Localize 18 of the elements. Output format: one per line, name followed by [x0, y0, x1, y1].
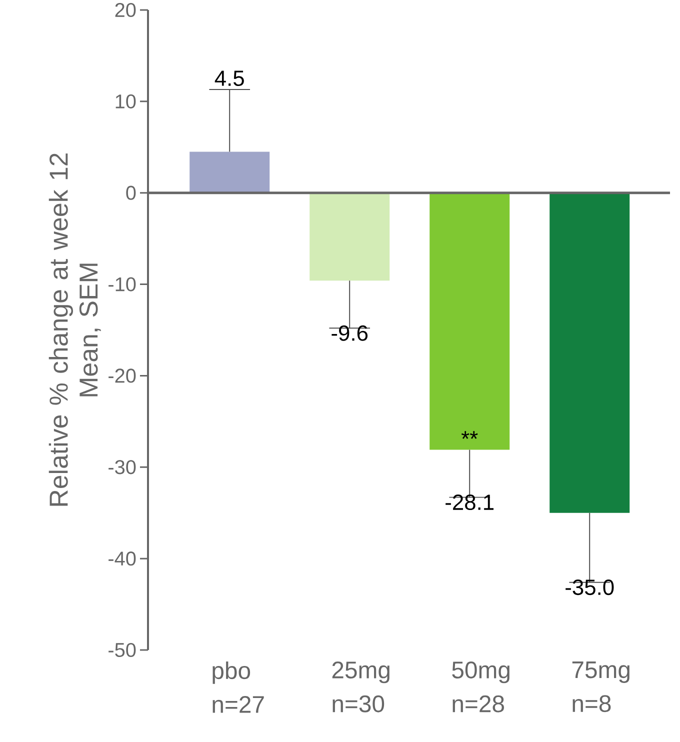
- x-tick-label: 75mg n=8: [572, 662, 630, 712]
- y-tick-label: -20: [108, 368, 136, 383]
- x-tick-label: 25mg n=30: [332, 662, 390, 712]
- x-tick-label: pbo n=27: [212, 662, 264, 713]
- annotation: **: [461, 431, 478, 439]
- data-label: -9.6: [332, 325, 368, 341]
- y-tick-label: 0: [126, 186, 136, 200]
- y-axis-title: Relative % change at week 12 Mean, SEM: [48, 154, 101, 506]
- y-tick-label: -50: [108, 642, 136, 658]
- y-tick-label: -30: [108, 460, 136, 474]
- y-tick-label: 20: [115, 2, 136, 18]
- y-tick-label: 10: [116, 94, 136, 108]
- y-tick-label: -40: [108, 552, 136, 566]
- y-tick-label: -10: [108, 277, 136, 292]
- data-label: -35.0: [566, 580, 614, 596]
- x-tick-label: 50mg n=28: [452, 662, 510, 712]
- data-label: 4.5: [214, 70, 244, 86]
- data-label: -28.1: [446, 494, 494, 510]
